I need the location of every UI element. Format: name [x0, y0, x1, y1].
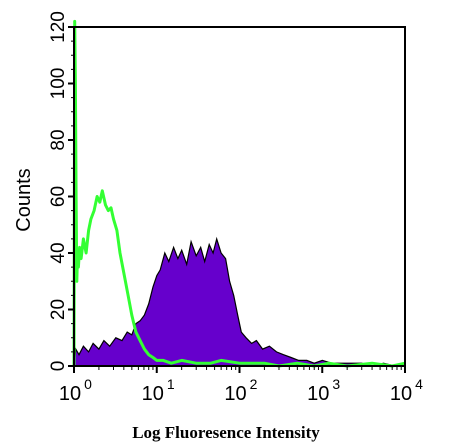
- y-tick-label: 40: [48, 242, 69, 263]
- y-tick-label: 0: [48, 361, 69, 372]
- x-tick-label: 10: [390, 383, 412, 405]
- x-tick-exponent: 1: [167, 376, 175, 392]
- x-axis: 10 0 10 1 10 2 10 3 10 4: [59, 366, 423, 405]
- x-tick-label: 10: [224, 383, 246, 405]
- x-tick-exponent: 2: [250, 376, 258, 392]
- y-tick-label: 120: [48, 11, 69, 43]
- y-tick-label: 60: [48, 186, 69, 207]
- x-tick-exponent: 0: [84, 376, 92, 392]
- plot-frame: [73, 26, 406, 367]
- series-1-line-histogram: [72, 19, 406, 368]
- x-tick-exponent: 3: [332, 376, 340, 392]
- x-tick-label: 10: [142, 383, 164, 405]
- y-tick-label: 80: [48, 129, 69, 150]
- x-tick-exponent: 4: [415, 376, 423, 392]
- y-tick-label: 20: [48, 299, 69, 320]
- y-axis: 0 20 40 60 80 100 120: [48, 11, 74, 371]
- plot-area: [72, 19, 406, 368]
- x-tick-label: 10: [59, 383, 81, 405]
- x-tick-label: 10: [307, 383, 329, 405]
- y-tick-label: 100: [48, 68, 69, 100]
- y-axis-label: Counts: [13, 168, 35, 231]
- series-0-filled-histogram: [73, 236, 405, 367]
- x-axis-label: Log Fluoresence Intensity: [132, 423, 320, 442]
